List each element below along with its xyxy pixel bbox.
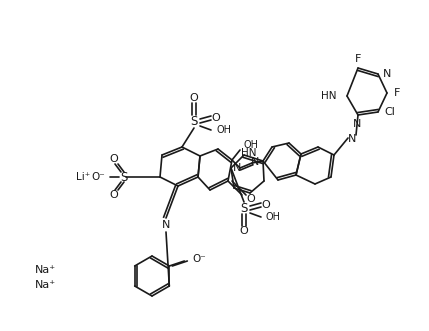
Text: OH: OH xyxy=(266,212,281,222)
Text: S: S xyxy=(120,170,128,183)
Text: O: O xyxy=(110,190,118,200)
Text: O: O xyxy=(247,194,255,204)
Text: O: O xyxy=(240,226,248,236)
Text: OH: OH xyxy=(243,140,258,150)
Text: O: O xyxy=(211,113,221,123)
Text: N: N xyxy=(348,134,356,144)
Text: O: O xyxy=(190,93,198,103)
Text: N: N xyxy=(162,220,170,230)
Text: F: F xyxy=(355,54,361,64)
Text: Li⁺: Li⁺ xyxy=(76,172,90,182)
Text: HN: HN xyxy=(321,91,337,101)
Text: HN: HN xyxy=(242,148,257,158)
Text: N: N xyxy=(251,157,259,167)
Text: F: F xyxy=(394,88,400,98)
Text: Na⁺: Na⁺ xyxy=(35,280,56,290)
Text: N: N xyxy=(383,69,391,79)
Text: OH: OH xyxy=(216,125,231,135)
Text: O⁻: O⁻ xyxy=(192,254,206,264)
Text: O: O xyxy=(110,154,118,164)
Text: N: N xyxy=(353,119,361,129)
Text: S: S xyxy=(190,115,198,127)
Text: N: N xyxy=(233,163,241,173)
Text: O: O xyxy=(262,200,270,210)
Text: Na⁺: Na⁺ xyxy=(35,265,56,275)
Text: S: S xyxy=(240,202,248,214)
Text: Cl: Cl xyxy=(384,107,396,117)
Text: O⁻: O⁻ xyxy=(91,172,105,182)
